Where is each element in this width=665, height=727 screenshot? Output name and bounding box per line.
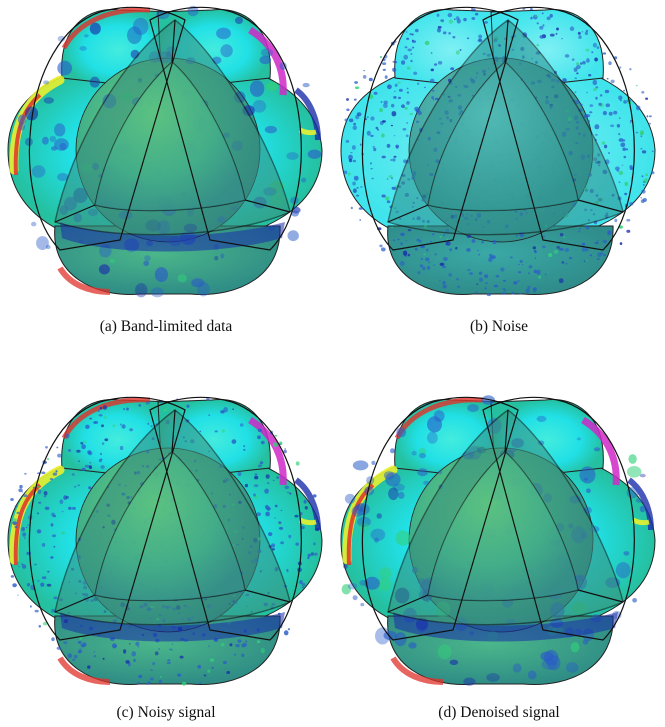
figure-a-caption: (a) Band-limited data bbox=[0, 318, 332, 336]
figure-b-panel bbox=[333, 0, 665, 300]
figure-b-caption-text: Noise bbox=[491, 318, 529, 335]
figure-a-image bbox=[7, 5, 323, 298]
figure-a-label: (a) bbox=[99, 318, 117, 335]
figure-d-label: (d) bbox=[438, 704, 457, 721]
figure-c-image bbox=[7, 396, 323, 686]
figure-d-caption-text: Denoised signal bbox=[460, 704, 560, 721]
figure-d-panel bbox=[333, 390, 665, 690]
figure-c-caption-text: Noisy signal bbox=[137, 704, 216, 721]
figure-b-label: (b) bbox=[469, 318, 489, 335]
figure-c-label: (c) bbox=[116, 704, 134, 721]
figure-b-image bbox=[340, 6, 656, 297]
figure-d-caption: (d) Denoised signal bbox=[333, 704, 665, 722]
figure-d-image bbox=[340, 395, 656, 686]
figure-c-panel bbox=[0, 390, 332, 690]
figure-b-caption: (b) Noise bbox=[333, 318, 665, 336]
figure-a-caption-text: Band-limited data bbox=[120, 318, 233, 335]
figure-a-panel bbox=[0, 0, 332, 300]
figure-c-caption: (c) Noisy signal bbox=[0, 704, 332, 722]
